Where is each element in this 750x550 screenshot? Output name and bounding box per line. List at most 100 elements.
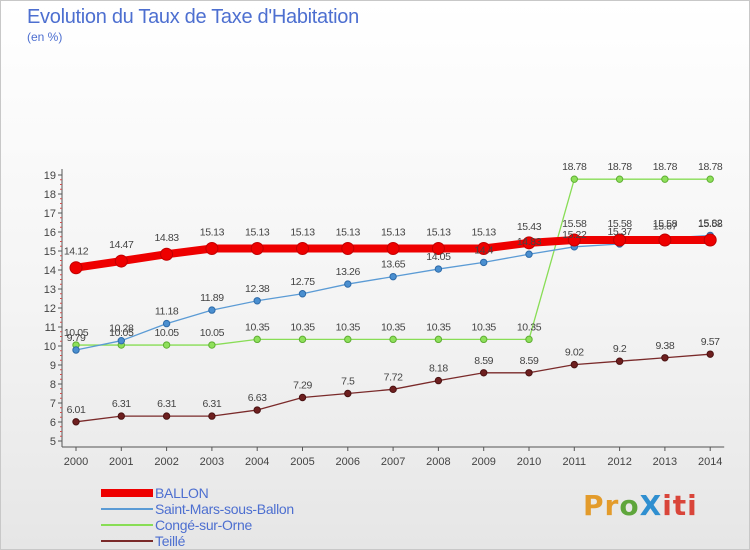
legend: BALLON Saint-Mars-sous-Ballon Congé-sur-Or… [101, 485, 294, 549]
data-label: 10.35 [290, 321, 315, 333]
data-point [480, 335, 488, 344]
data-label: 9.38 [655, 340, 674, 352]
data-label: 10.05 [154, 327, 179, 339]
data-label: 13.26 [336, 266, 361, 278]
data-point [477, 242, 491, 256]
data-label: 15.67 [653, 220, 678, 232]
data-label: 15.22 [562, 229, 587, 241]
data-point [162, 319, 171, 328]
data-point [72, 346, 80, 354]
data-label: 11.18 [155, 306, 179, 318]
x-tick-label: 2004 [245, 456, 269, 468]
data-label: 10.05 [109, 327, 134, 339]
data-label: 10.35 [472, 321, 497, 333]
data-point [389, 385, 397, 394]
data-point [162, 341, 171, 349]
data-point [658, 233, 672, 247]
y-tick-label: 6 [50, 417, 56, 429]
data-point [69, 261, 83, 275]
legend-swatch [101, 489, 153, 497]
y-tick-label: 14 [44, 265, 56, 277]
data-point [525, 250, 533, 258]
legend-item: Saint-Mars-sous-Ballon [101, 501, 294, 517]
y-tick-label: 8 [50, 379, 56, 391]
data-point [208, 306, 216, 314]
y-tick-label: 15 [44, 246, 56, 258]
x-tick-label: 2013 [653, 456, 677, 468]
data-point [703, 233, 717, 247]
data-label: 15.13 [290, 227, 315, 239]
data-point [434, 335, 443, 344]
data-label: 12.38 [245, 283, 270, 295]
data-label: 6.01 [67, 404, 86, 416]
x-tick-label: 2003 [200, 456, 224, 468]
data-point [344, 389, 352, 398]
data-label: 10.35 [426, 321, 451, 333]
x-tick-label: 2007 [381, 456, 405, 468]
y-tick-label: 13 [44, 284, 56, 296]
data-label: 14.12 [64, 246, 89, 258]
data-point [296, 242, 309, 256]
data-point [480, 369, 488, 377]
data-point [434, 265, 443, 273]
data-label: 6.63 [248, 392, 267, 404]
data-label: 8.59 [474, 355, 493, 367]
x-tick-label: 2010 [517, 456, 541, 468]
y-tick-label: 17 [44, 208, 56, 220]
data-label: 7.29 [293, 379, 312, 391]
data-point [160, 247, 174, 261]
data-label: 7.72 [384, 371, 403, 383]
x-tick-label: 2008 [426, 456, 450, 468]
legend-label: Saint-Mars-sous-Ballon [155, 501, 294, 517]
data-label: 15.58 [607, 218, 632, 230]
data-label: 15.58 [653, 218, 678, 230]
data-label: 12.75 [290, 276, 315, 288]
data-label: 14.4 [474, 244, 493, 256]
data-point [567, 233, 581, 247]
y-tick-label: 16 [44, 227, 56, 239]
x-tick-label: 2005 [290, 456, 314, 468]
x-tick-label: 2001 [109, 456, 133, 468]
data-point [431, 242, 445, 256]
data-point [434, 376, 443, 385]
data-label: 15.58 [698, 218, 723, 230]
data-point [389, 335, 397, 344]
data-label: 10.28 [109, 323, 134, 335]
data-label: 9.79 [67, 332, 86, 344]
data-label: 10.35 [381, 321, 406, 333]
y-tick-label: 7 [50, 398, 56, 410]
y-tick-label: 11 [45, 322, 56, 334]
legend-item: BALLON [101, 485, 294, 501]
data-label: 15.13 [200, 227, 225, 239]
legend-swatch [101, 508, 153, 510]
data-point [205, 242, 219, 256]
data-point [341, 242, 355, 256]
y-tick-label: 9 [50, 360, 56, 372]
data-point [706, 175, 714, 183]
data-label: 6.31 [112, 398, 131, 410]
y-tick-label: 12 [44, 303, 56, 315]
data-point [344, 335, 352, 344]
data-label: 15.37 [607, 226, 632, 238]
data-point [298, 335, 307, 344]
data-point [706, 350, 714, 358]
chart-title: Evolution du Taux de Taxe d'Habitation [27, 6, 359, 28]
data-point [525, 369, 533, 377]
data-point [344, 280, 352, 288]
data-point [570, 175, 578, 183]
data-label: 10.05 [200, 327, 225, 339]
data-label: 10.35 [517, 321, 542, 333]
legend-label: Congé-sur-Orne [155, 517, 252, 533]
data-label: 15.13 [426, 227, 451, 239]
data-label: 9.57 [701, 336, 720, 348]
data-label: 18.78 [698, 161, 723, 173]
data-point [253, 335, 261, 344]
data-label: 13.65 [381, 259, 406, 271]
data-point [389, 272, 397, 281]
data-label: 15.13 [381, 227, 406, 239]
y-tick-label: 19 [44, 170, 56, 182]
legend-swatch [101, 540, 153, 542]
proxiti-logo: ProXiti [583, 489, 698, 522]
